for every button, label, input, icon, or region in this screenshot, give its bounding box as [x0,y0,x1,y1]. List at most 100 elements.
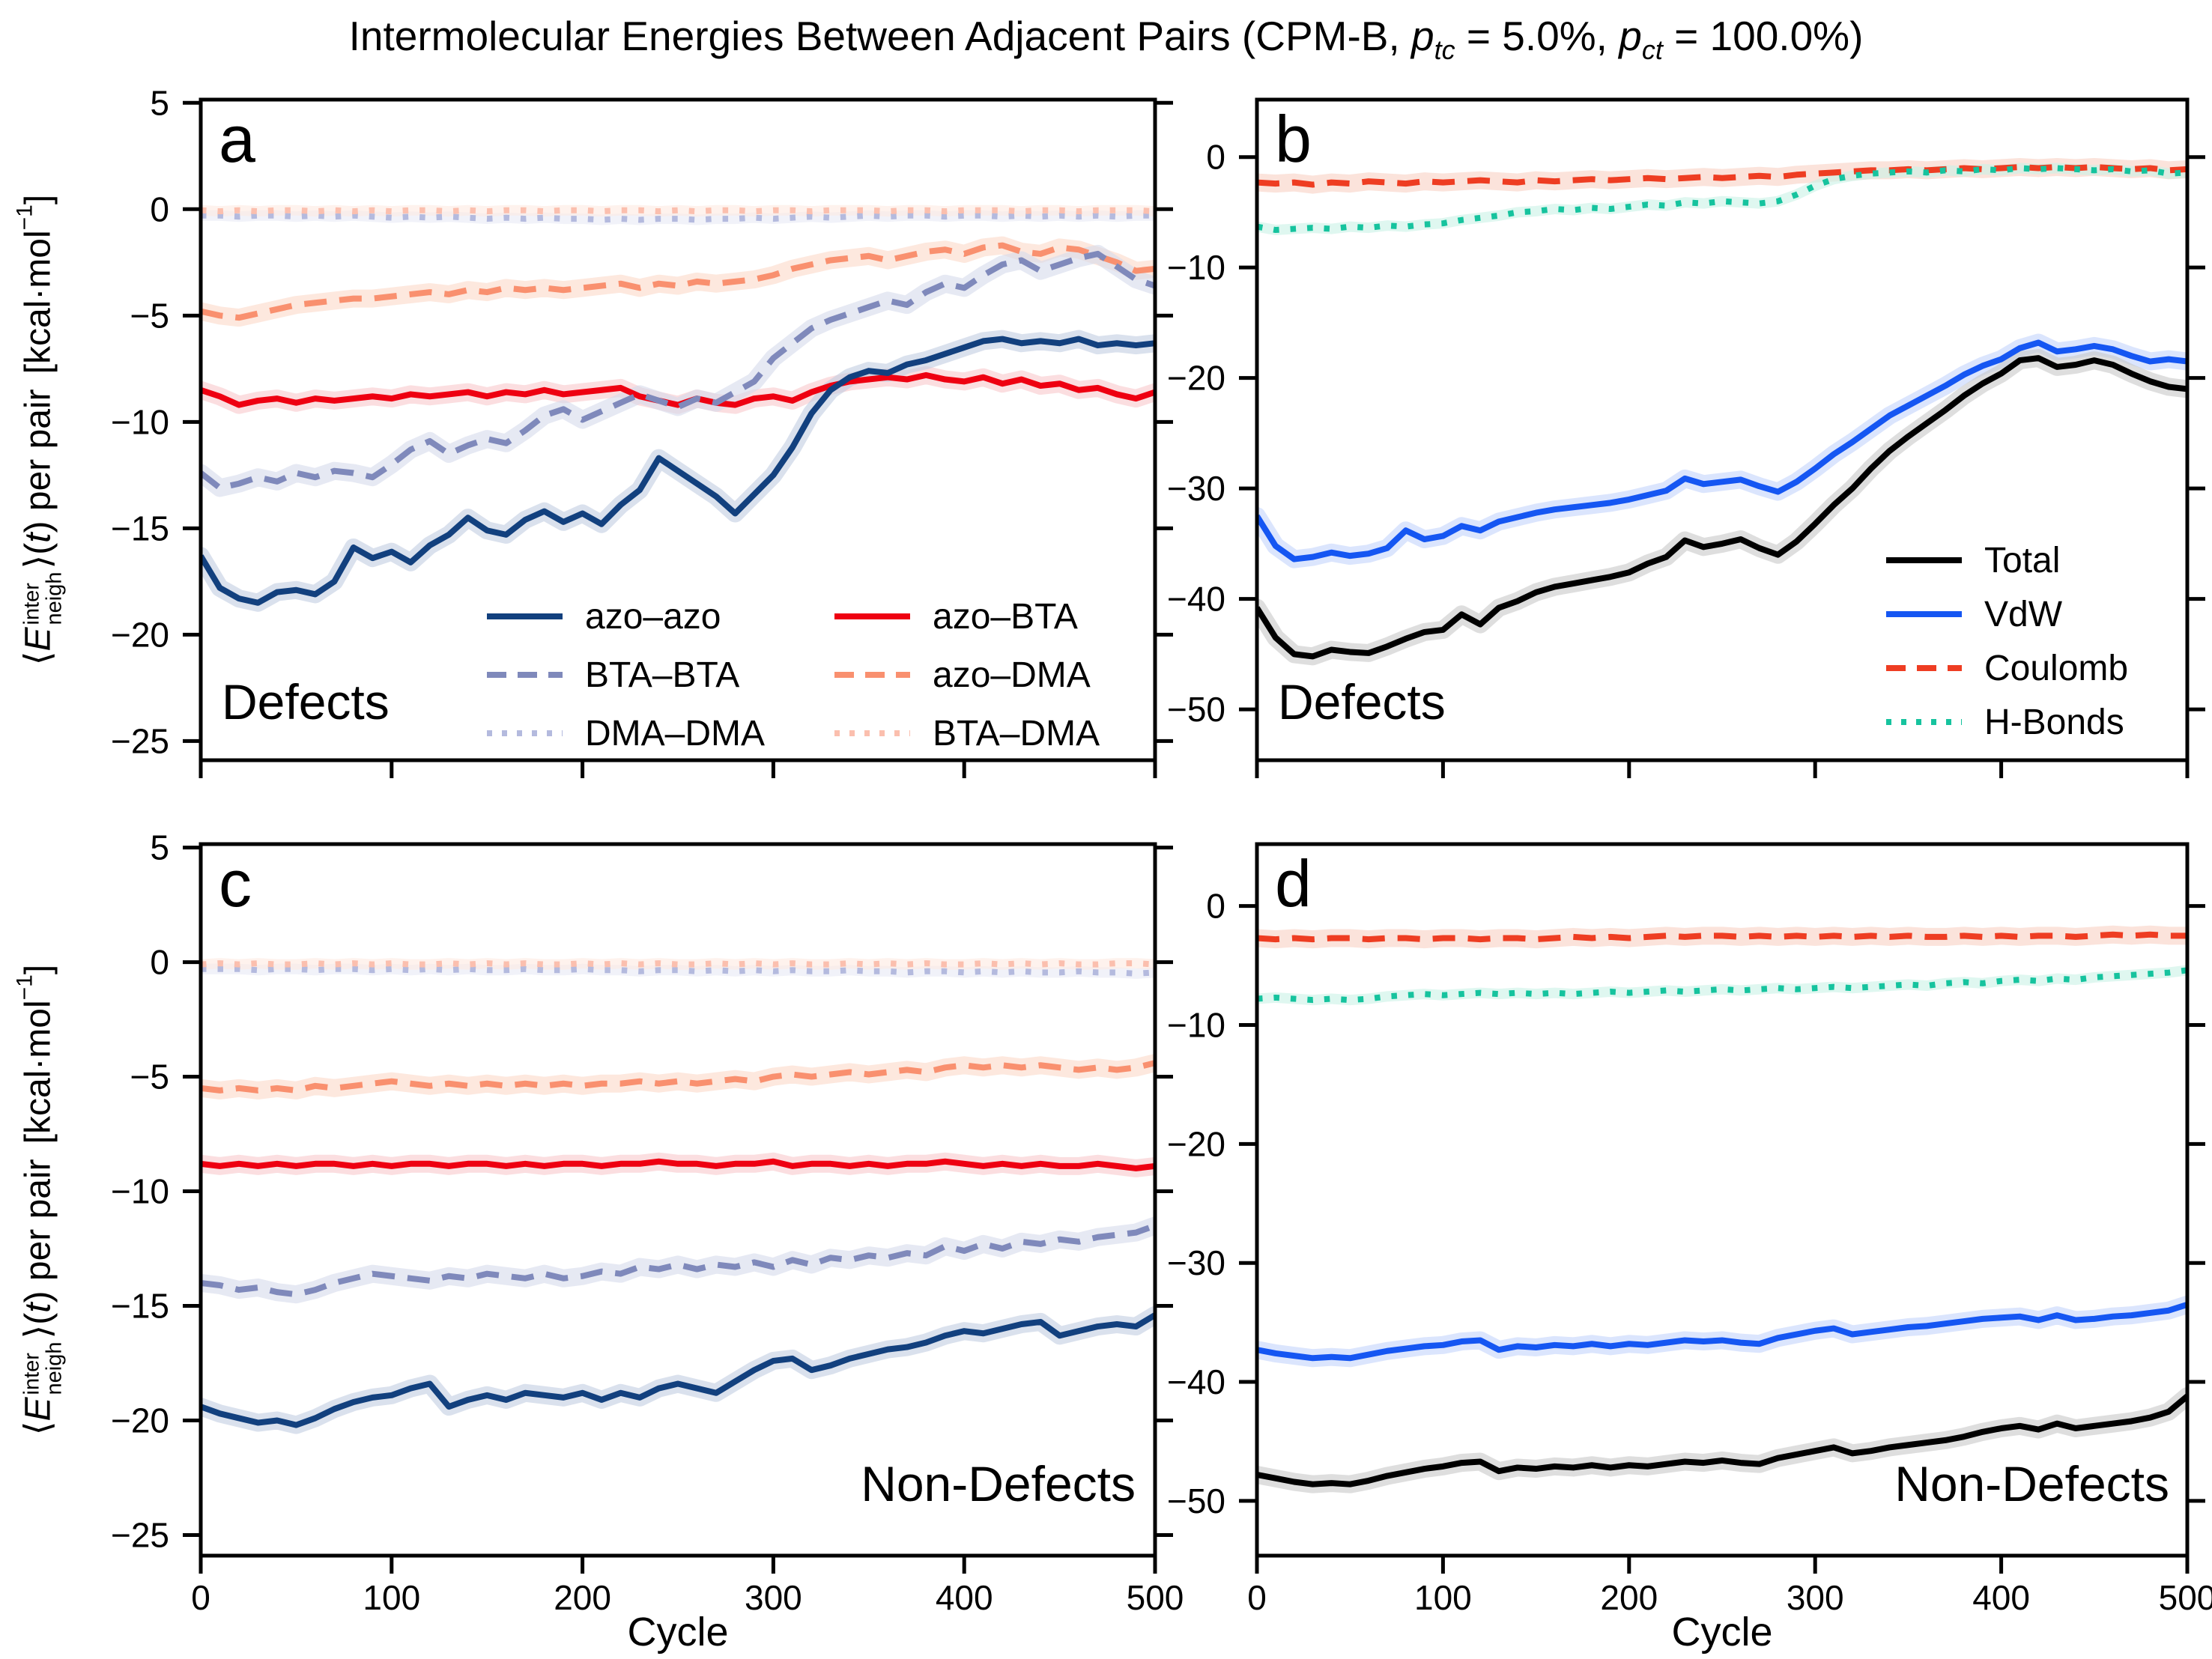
legend-label: Total [1984,540,2061,580]
region-label-b: Defects [1278,674,1446,730]
x-tick-label: 200 [1600,1578,1658,1617]
y-tick-label: −40 [1167,580,1225,619]
y-tick-label: 0 [150,189,169,228]
y-tick-label: 0 [1206,138,1225,177]
legend-b-col1: Total VdW Coulomb H-Bonds [1885,533,2207,749]
series-line [201,207,1155,215]
ylabel-sub: neigh [42,571,67,625]
plot-area-c [201,958,1155,1434]
legend-line-sample [1886,665,1962,671]
legend-item: azo–azo [485,587,807,646]
ylabel-E: E [18,1397,58,1422]
legend-item: BTA–BTA [485,646,807,704]
series-line [201,1312,1155,1428]
ylabel-unit: [kcal·mol [18,1000,58,1144]
ylabel-bracket: ⟨ [18,651,58,666]
y-tick-label: −20 [111,615,169,654]
series-line [1257,163,2187,188]
x-tick-label: 200 [554,1578,611,1617]
ylabel-tail: ) per pair [18,389,58,533]
ylabel-bracket: ] [18,964,58,975]
panel-letter-a: a [219,102,255,176]
panel-letter-b: b [1275,102,1312,176]
x-tick-label: 400 [1972,1578,2030,1617]
ylabel-exp: −1 [12,974,37,1001]
y-tick-label: −20 [1167,359,1225,398]
legend-label: VdW [1984,594,2063,634]
legend-label: BTA–BTA [585,655,740,695]
legend-label: H-Bonds [1984,702,2124,742]
legend-line-sample [834,672,910,678]
series-line [201,960,1155,968]
ylabel-unit: [kcal·mol [18,230,58,374]
x-tick-label: 500 [1127,1578,1184,1617]
y-tick-label: −10 [111,1172,169,1211]
x-tick-label: 0 [191,1578,210,1617]
title-p-sub-ct: ct [1641,34,1663,65]
y-tick-label: −15 [111,1287,169,1326]
y-tick-label: 5 [150,83,169,122]
y-tick-label: −10 [1167,1005,1225,1044]
plot-area-a [201,204,1155,612]
legend-item: VdW [1885,587,2207,641]
y-tick-label: −5 [130,296,169,335]
ylabel-sup: inter [19,583,43,625]
legend-line-sample [834,730,910,736]
series-line [201,336,1155,606]
series-line [1257,165,2187,234]
y-tick-label: −5 [130,1058,169,1097]
series-line [1257,1301,2187,1362]
x-tick-label: 100 [1414,1578,1472,1617]
ylabel-supsub: inter neigh [19,571,67,625]
legend-item: Coulomb [1885,641,2207,695]
x-tick-label: 300 [1787,1578,1844,1617]
legend-label: azo–BTA [933,596,1078,637]
y-tick-label: −50 [1167,1481,1225,1520]
title-p-var: p [1411,13,1434,59]
legend-line-sample [487,613,563,619]
panel-spine-c [199,842,1157,1558]
x-axis-label-left: Cycle [627,1610,729,1655]
y-tick-label: −30 [1167,1243,1225,1282]
series-line [1257,1394,2187,1487]
y-axis-label-row2: ⟨E inter neigh ⟩(t) per pair [kcal·mol−1] [12,964,66,1436]
region-label-d: Non-Defects [1894,1456,2169,1511]
ylabel-t: t [18,1302,58,1313]
legend-label: azo–azo [585,596,721,637]
series-line [201,371,1155,408]
legend-a-col1: azo–azo BTA–BTA DMA–DMA [485,587,807,762]
legend-line-sample [487,730,563,736]
legend-item: BTA–DMA [833,704,1155,762]
series-line [1257,931,2187,943]
title-p-var: p [1619,13,1642,59]
panel-spine-d [1255,842,2190,1558]
y-tick-label: 0 [150,943,169,982]
series-line [201,1158,1155,1171]
y-tick-label: −20 [111,1401,169,1440]
ylabel-bracket: ] [18,194,58,205]
legend-item: DMA–DMA [485,704,807,762]
ylabel-supsub: inter neigh [19,1342,66,1395]
legend-item: Total [1885,533,2207,587]
y-tick-label: −50 [1167,690,1225,729]
series-line [201,212,1155,223]
ylabel-bracket: ⟨ [18,1421,58,1436]
ylabel-t: t [18,533,58,543]
y-tick-label: −25 [111,1515,169,1554]
x-tick-label: 500 [2159,1578,2212,1617]
legend-line-sample [1886,719,1962,725]
figure-title: Intermolecular Energies Between Adjacent… [0,12,2212,66]
plot-area-b [1257,157,2187,666]
plot-area-d [1257,925,2187,1493]
y-tick-label: −30 [1167,469,1225,508]
series-line [1257,355,2187,660]
title-text: = 100.0%) [1662,13,1864,59]
y-tick-label: −25 [111,721,169,760]
panel-spine-b [1255,97,2190,762]
series-line [1257,339,2187,562]
title-p-sub-tc: tc [1434,34,1455,65]
ylabel-E: E [18,627,58,652]
x-tick-label: 100 [363,1578,420,1617]
legend-item: azo–BTA [833,587,1155,646]
legend-line-sample [834,613,910,619]
